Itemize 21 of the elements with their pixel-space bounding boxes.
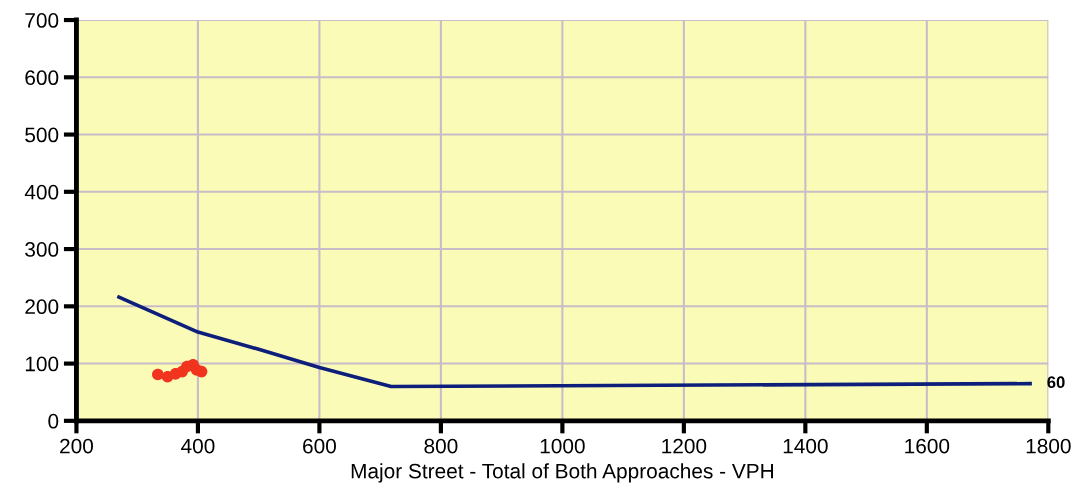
x-tick-label: 1800 xyxy=(1026,438,1071,454)
y-tick-label: 400 xyxy=(24,184,59,200)
x-tick-label: 600 xyxy=(303,438,336,454)
x-tick-label: 1400 xyxy=(783,438,828,454)
y-tick-label: 200 xyxy=(25,299,59,315)
y-tick-label: 300 xyxy=(25,242,59,257)
line-series xyxy=(117,295,1032,389)
annotation: 60 xyxy=(1047,376,1065,389)
x-tick-label: 1200 xyxy=(662,438,707,454)
y-tick-label: 600 xyxy=(25,70,59,86)
x-tick-label: 200 xyxy=(60,438,94,454)
y-tick-label: 700 xyxy=(25,13,59,28)
x-tick-label: 1600 xyxy=(905,438,950,454)
x-tick-label: 400 xyxy=(181,438,215,454)
x-axis-title: Major Street - Total of Both Approaches - VPH xyxy=(351,463,773,483)
point xyxy=(152,368,164,381)
y-tick-label: 0 xyxy=(48,413,59,429)
y-tick-label: 100 xyxy=(25,356,59,372)
y-tick-label: 500 xyxy=(25,127,59,143)
x-tick-label: 1000 xyxy=(540,438,585,454)
x-tick-label: 800 xyxy=(424,438,458,454)
